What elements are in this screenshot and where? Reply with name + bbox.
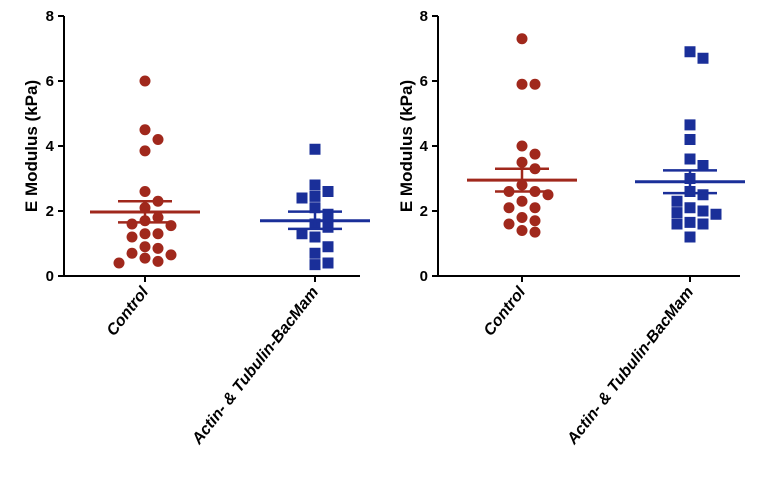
data-point: [152, 134, 164, 145]
series-control: [467, 33, 577, 238]
data-point: [697, 218, 709, 230]
data-point: [529, 215, 541, 227]
y-tick-label: 2: [420, 203, 428, 220]
data-point: [113, 257, 125, 269]
data-point: [671, 218, 683, 230]
category-label: Control: [104, 284, 153, 340]
data-point: [697, 189, 709, 201]
data-point: [152, 212, 164, 223]
data-point: [516, 156, 528, 168]
y-axis-label: E Modulus (kPa): [397, 80, 416, 212]
y-tick-label: 6: [46, 73, 54, 90]
data-point: [139, 75, 151, 87]
data-point: [296, 228, 308, 240]
data-point: [671, 195, 683, 207]
category-label: Control: [481, 284, 530, 340]
data-point: [529, 226, 541, 238]
data-point: [684, 231, 696, 243]
data-point: [516, 195, 528, 207]
data-point: [516, 78, 528, 90]
data-point: [684, 119, 696, 131]
data-point: [139, 145, 151, 157]
data-point: [322, 186, 334, 197]
data-point: [309, 179, 321, 191]
data-point: [309, 190, 321, 202]
data-point: [309, 231, 321, 243]
data-point: [529, 148, 541, 160]
y-tick-label: 0: [46, 268, 54, 285]
data-point: [309, 202, 321, 214]
data-point: [139, 124, 151, 136]
category-label: Actin- & Tubulin-BacMam: [563, 284, 697, 448]
series-control: [90, 75, 200, 269]
data-point: [309, 143, 321, 155]
data-point: [697, 160, 709, 171]
data-point: [309, 259, 321, 271]
data-point: [710, 208, 722, 220]
data-point: [516, 212, 528, 223]
data-point: [684, 134, 696, 145]
data-point: [296, 192, 308, 204]
y-tick-label: 0: [420, 268, 428, 285]
data-point: [152, 242, 164, 254]
data-point: [322, 257, 334, 269]
data-point: [684, 202, 696, 214]
data-point: [697, 52, 709, 64]
chart-panel-1: 0 2 4 6 8 E Modulus (kPa) Control Actin- & Tubu…: [22, 8, 370, 448]
data-point: [516, 33, 528, 45]
y-tick-label: 6: [420, 73, 428, 90]
data-point: [152, 255, 164, 267]
y-axis-label: E Modulus (kPa): [22, 80, 41, 212]
data-point: [697, 205, 709, 217]
data-point: [165, 249, 177, 261]
data-point: [139, 228, 151, 240]
y-tick-label: 2: [46, 203, 54, 220]
data-point: [139, 252, 151, 264]
data-point: [516, 140, 528, 152]
data-point: [322, 208, 334, 220]
data-point: [322, 241, 334, 253]
data-point: [309, 247, 321, 259]
chart-panel-2: 0 2 4 6 8 E Modulus (kPa) Control Actin- & Tubu…: [397, 8, 745, 448]
data-point: [503, 218, 515, 230]
y-tick-label: 8: [46, 8, 54, 25]
data-point: [684, 153, 696, 165]
y-tick-label: 4: [420, 138, 429, 155]
series-bacmam: [635, 46, 745, 243]
data-point: [671, 207, 683, 219]
data-point: [684, 216, 696, 228]
data-point: [126, 231, 138, 243]
data-point: [139, 186, 151, 197]
data-point: [529, 78, 541, 90]
category-label: Actin- & Tubulin-BacMam: [188, 284, 322, 448]
data-point: [503, 202, 515, 214]
data-point: [126, 247, 138, 259]
data-point: [516, 225, 528, 236]
y-tick-label: 8: [420, 8, 428, 25]
data-point: [529, 202, 541, 214]
series-bacmam: [260, 143, 370, 271]
y-tick-label: 4: [46, 138, 55, 155]
data-point: [126, 218, 138, 230]
data-point: [684, 46, 696, 58]
data-point: [139, 241, 151, 253]
data-point: [152, 228, 164, 240]
data-point: [322, 221, 334, 233]
